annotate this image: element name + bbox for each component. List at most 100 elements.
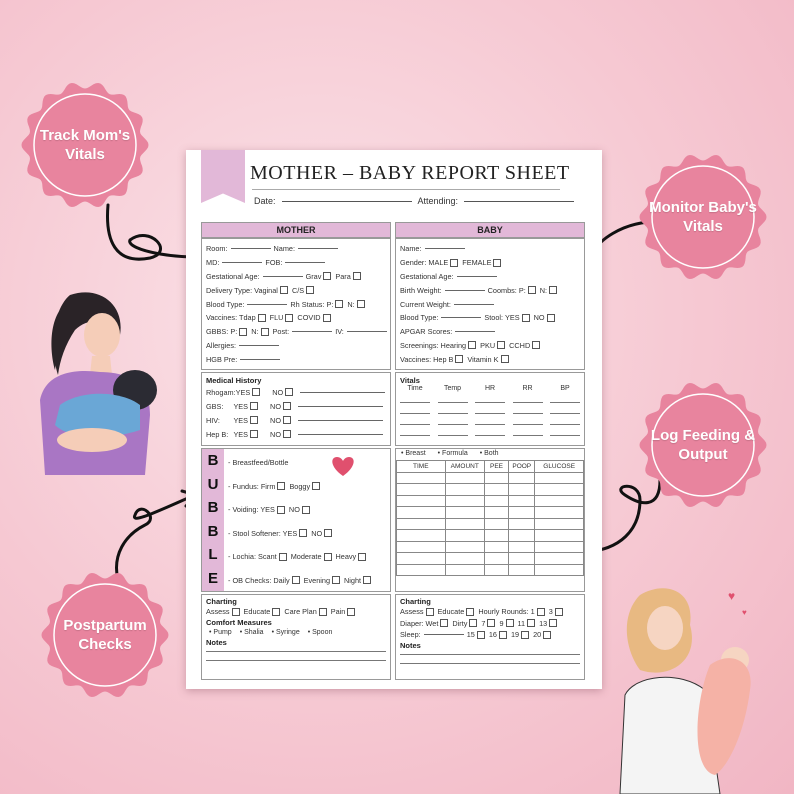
checkbox[interactable]: [278, 552, 287, 561]
checkbox[interactable]: [260, 327, 269, 336]
checkbox[interactable]: [301, 505, 310, 514]
table-cell[interactable]: [508, 563, 536, 576]
checkbox[interactable]: [332, 576, 341, 585]
yes-checkbox[interactable]: [250, 430, 259, 438]
vitals-entry-line[interactable]: [512, 426, 543, 436]
checkbox[interactable]: [335, 300, 344, 309]
checkbox[interactable]: [291, 576, 300, 585]
comfort-option[interactable]: • Spoon: [307, 628, 333, 636]
table-cell[interactable]: [534, 506, 584, 519]
feeding-option-item[interactable]: • Breast: [401, 450, 426, 457]
notes-field[interactable]: [206, 650, 386, 661]
vitals-entry-line[interactable]: [400, 393, 430, 403]
text-field-line[interactable]: [444, 289, 485, 291]
table-cell[interactable]: [483, 552, 510, 565]
checkbox[interactable]: [425, 607, 434, 616]
checkbox[interactable]: [521, 313, 530, 322]
vitals-entry-line[interactable]: [550, 393, 580, 403]
checkbox[interactable]: [527, 619, 536, 628]
checkbox[interactable]: [299, 529, 308, 538]
checkbox[interactable]: [323, 272, 332, 281]
text-field-line[interactable]: [455, 331, 496, 333]
table-cell[interactable]: [483, 483, 510, 496]
checkbox[interactable]: [279, 286, 288, 295]
table-cell[interactable]: [508, 471, 536, 484]
table-cell[interactable]: [483, 506, 510, 519]
feeding-option[interactable]: Both: [484, 450, 499, 457]
date-field[interactable]: [281, 200, 412, 202]
table-cell[interactable]: [444, 483, 485, 496]
table-cell[interactable]: [483, 471, 510, 484]
table-cell[interactable]: [396, 563, 446, 576]
checkbox[interactable]: [505, 619, 514, 628]
notes-line[interactable]: [298, 405, 383, 407]
checkbox[interactable]: [358, 552, 367, 561]
table-cell[interactable]: [444, 552, 485, 565]
checkbox[interactable]: [347, 607, 356, 616]
checkbox[interactable]: [549, 286, 558, 295]
checkbox[interactable]: [450, 258, 459, 267]
no-checkbox[interactable]: [283, 402, 291, 410]
checkbox[interactable]: [500, 355, 509, 364]
checkbox[interactable]: [276, 505, 285, 514]
checkbox[interactable]: [356, 300, 365, 309]
table-cell[interactable]: [534, 529, 584, 542]
vitals-entry-line[interactable]: [400, 404, 430, 414]
table-cell[interactable]: [396, 540, 446, 553]
checkbox[interactable]: [497, 341, 506, 350]
vitals-entry-line[interactable]: [550, 415, 580, 425]
comfort-option[interactable]: • Syringe: [271, 628, 300, 636]
checkbox[interactable]: [527, 286, 536, 295]
vitals-entry-line[interactable]: [550, 404, 580, 414]
table-cell[interactable]: [534, 494, 584, 507]
table-cell[interactable]: [508, 552, 536, 565]
table-cell[interactable]: [444, 540, 485, 553]
table-cell[interactable]: [396, 494, 446, 507]
table-cell[interactable]: [444, 471, 485, 484]
checkbox[interactable]: [277, 482, 286, 491]
comfort-option[interactable]: • Shalia: [239, 628, 264, 636]
table-cell[interactable]: [396, 517, 446, 530]
checkbox[interactable]: [536, 607, 545, 616]
yes-checkbox[interactable]: [250, 416, 259, 424]
vitals-entry-line[interactable]: [437, 404, 468, 414]
checkbox[interactable]: [521, 630, 530, 639]
table-cell[interactable]: [444, 517, 485, 530]
table-cell[interactable]: [396, 529, 446, 542]
table-cell[interactable]: [396, 483, 446, 496]
yes-checkbox[interactable]: [252, 388, 261, 396]
checkbox[interactable]: [455, 355, 464, 364]
table-cell[interactable]: [508, 529, 536, 542]
yes-checkbox[interactable]: [250, 402, 259, 410]
text-field-line[interactable]: [346, 331, 387, 333]
table-cell[interactable]: [444, 494, 485, 507]
table-cell[interactable]: [534, 540, 584, 553]
checkbox[interactable]: [440, 619, 449, 628]
checkbox[interactable]: [554, 607, 563, 616]
text-field-line[interactable]: [424, 248, 465, 250]
checkbox[interactable]: [493, 258, 502, 267]
checkbox[interactable]: [231, 607, 240, 616]
table-cell[interactable]: [534, 563, 584, 576]
notes-line[interactable]: [300, 391, 386, 393]
notes-field[interactable]: [400, 653, 580, 664]
text-field-line[interactable]: [441, 317, 482, 319]
table-cell[interactable]: [483, 563, 510, 576]
table-cell[interactable]: [534, 552, 584, 565]
checkbox[interactable]: [324, 529, 333, 538]
checkbox[interactable]: [352, 272, 361, 281]
feeding-option[interactable]: Breast: [405, 450, 426, 457]
vitals-entry-line[interactable]: [475, 426, 505, 436]
table-cell[interactable]: [483, 529, 510, 542]
checkbox[interactable]: [272, 607, 281, 616]
vitals-entry-line[interactable]: [512, 393, 543, 403]
vitals-entry-line[interactable]: [512, 404, 543, 414]
checkbox[interactable]: [543, 630, 552, 639]
checkbox[interactable]: [476, 630, 485, 639]
checkbox[interactable]: [549, 619, 558, 628]
vitals-entry-line[interactable]: [400, 415, 430, 425]
text-field-line[interactable]: [262, 275, 303, 277]
checkbox[interactable]: [257, 313, 266, 322]
table-cell[interactable]: [444, 563, 485, 576]
checkbox[interactable]: [239, 327, 248, 336]
